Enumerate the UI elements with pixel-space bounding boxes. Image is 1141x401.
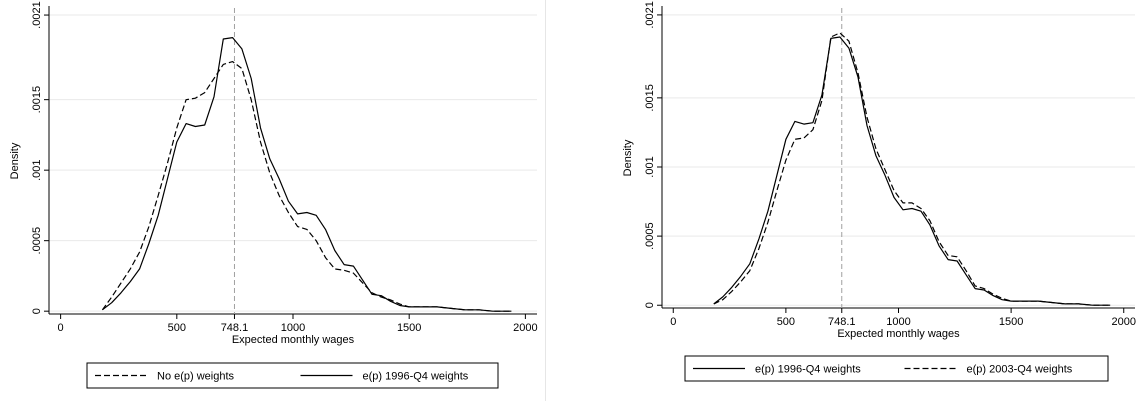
panel-divider — [545, 0, 546, 401]
legend-label-2: e(p) 1996-Q4 weights — [363, 371, 469, 383]
y-tick-label: .0015 — [644, 84, 656, 112]
x-axis-title: Expected monthly wages — [232, 334, 355, 346]
x-tick-label: 0 — [670, 316, 676, 328]
legend: No e(p) weights e(p) 1996-Q4 weights — [86, 362, 499, 389]
series-line-1 — [713, 36, 1111, 306]
y-tick-label: .0021 — [644, 1, 656, 29]
x-tick-label: 1500 — [397, 322, 421, 334]
y-axis-title: Density — [622, 139, 634, 176]
x-tick-label: 2000 — [513, 322, 537, 334]
series-line-2 — [102, 36, 512, 312]
y-tick-label: 0 — [644, 302, 656, 308]
x-tick-label: 1000 — [281, 322, 305, 334]
y-tick-label: .0015 — [31, 86, 43, 114]
x-tick-label: 1000 — [886, 316, 910, 328]
y-tick-label: 0 — [31, 308, 43, 314]
y-tick-label: .001 — [31, 159, 43, 180]
x-tick-label: 2000 — [1111, 316, 1135, 328]
y-tick-label: .0005 — [644, 222, 656, 250]
series-line-1 — [101, 60, 512, 312]
legend-label-2: e(p) 2003-Q4 weights — [967, 364, 1073, 376]
y-axis-title: Density — [9, 142, 21, 179]
x-tick-label: 1500 — [999, 316, 1023, 328]
x-tick-label: 748.1 — [221, 322, 249, 334]
chart-panel-1: 0 .0005 .001 .0015 .0021 0 500 748.1 1000 1500 200… — [9, 1, 538, 389]
x-axis-title: Expected monthly wages — [837, 328, 960, 340]
x-tick-label: 500 — [168, 322, 186, 334]
x-tick-label: 500 — [777, 316, 795, 328]
legend-label-1: e(p) 1996-Q4 weights — [755, 364, 861, 376]
series-line-2 — [713, 32, 1111, 306]
x-tick-label: 748.1 — [828, 316, 856, 328]
x-tick-label: 0 — [58, 322, 64, 334]
legend-box — [86, 362, 499, 389]
legend-box — [684, 355, 1109, 382]
y-tick-label: .0005 — [31, 227, 43, 255]
chart-panel-2: 0 .0005 .001 .0015 .0021 0 500 748.1 1000 1500 200… — [622, 1, 1136, 382]
legend: e(p) 1996-Q4 weights e(p) 2003-Q4 weights — [684, 355, 1109, 382]
y-tick-label: .0021 — [31, 1, 43, 29]
legend-label-1: No e(p) weights — [157, 371, 235, 383]
y-tick-label: .001 — [644, 156, 656, 177]
